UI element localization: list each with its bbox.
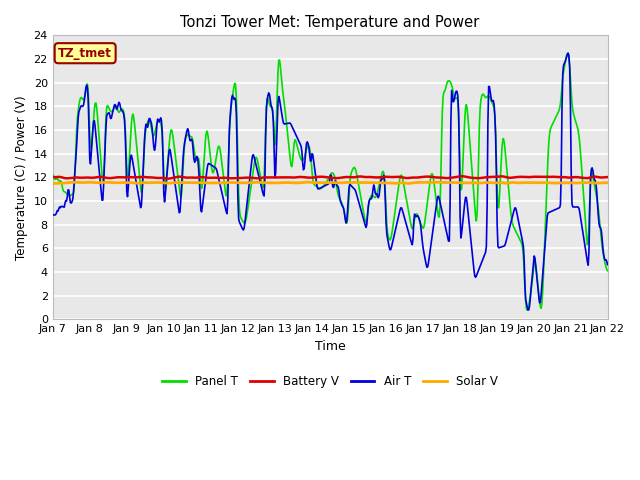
Battery V <box>458 173 465 179</box>
Solar V <box>202 180 209 186</box>
Air T <box>524 307 532 313</box>
Line: Air T: Air T <box>52 53 607 310</box>
Text: TZ_tmet: TZ_tmet <box>58 47 112 60</box>
Air T <box>172 189 180 194</box>
Battery V <box>164 176 172 181</box>
Air T <box>49 212 56 217</box>
X-axis label: Time: Time <box>315 340 346 353</box>
Air T <box>59 204 67 209</box>
Air T <box>397 205 405 211</box>
Title: Tonzi Tower Met: Temperature and Power: Tonzi Tower Met: Temperature and Power <box>180 15 480 30</box>
Legend: Panel T, Battery V, Air T, Solar V: Panel T, Battery V, Air T, Solar V <box>157 371 502 393</box>
Panel T <box>116 108 124 114</box>
Solar V <box>604 180 611 186</box>
Air T <box>202 179 209 185</box>
Panel T <box>604 268 611 274</box>
Solar V <box>59 180 67 186</box>
Panel T <box>49 171 56 177</box>
Air T <box>116 101 124 107</box>
Battery V <box>173 174 180 180</box>
Solar V <box>398 180 406 186</box>
Solar V <box>116 180 124 186</box>
Panel T <box>59 186 67 192</box>
Battery V <box>59 175 67 180</box>
Solar V <box>172 180 180 186</box>
Solar V <box>415 180 422 185</box>
Battery V <box>415 175 422 180</box>
Battery V <box>398 175 406 180</box>
Battery V <box>49 174 56 180</box>
Line: Battery V: Battery V <box>52 176 607 179</box>
Panel T <box>202 137 209 143</box>
Solar V <box>49 180 56 186</box>
Panel T <box>172 159 180 165</box>
Panel T <box>414 212 422 218</box>
Battery V <box>604 174 611 180</box>
Panel T <box>564 50 572 56</box>
Line: Panel T: Panel T <box>52 53 607 310</box>
Air T <box>414 213 422 219</box>
Panel T <box>524 307 531 313</box>
Battery V <box>202 175 210 180</box>
Solar V <box>303 179 311 185</box>
Panel T <box>397 172 405 178</box>
Line: Solar V: Solar V <box>52 182 607 183</box>
Air T <box>604 262 611 267</box>
Air T <box>564 50 572 56</box>
Battery V <box>116 174 124 180</box>
Y-axis label: Temperature (C) / Power (V): Temperature (C) / Power (V) <box>15 95 28 260</box>
